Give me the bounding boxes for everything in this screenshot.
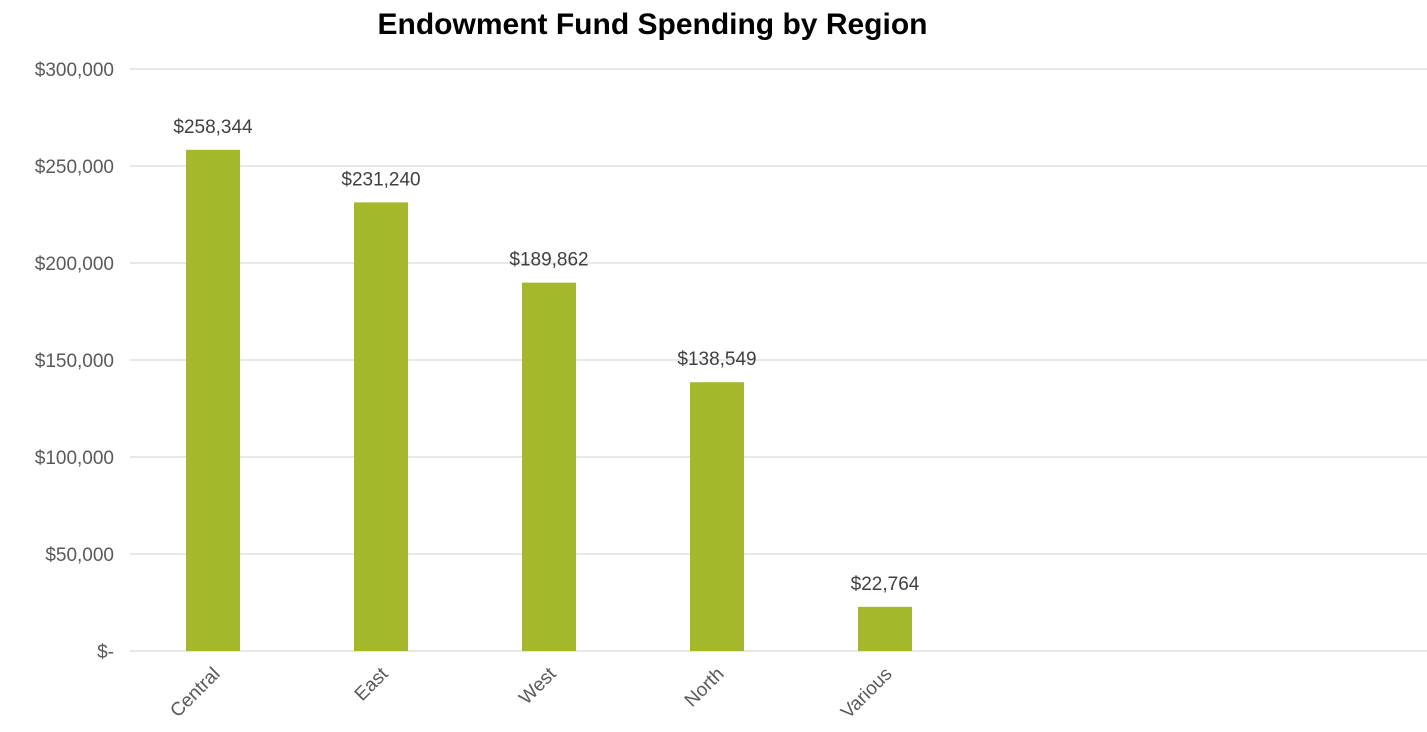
bar-central bbox=[186, 149, 240, 652]
x-tick-label: Central bbox=[166, 664, 224, 722]
chart-title: Endowment Fund Spending by Region bbox=[377, 8, 928, 41]
x-tick-label: Various bbox=[837, 664, 896, 723]
bar-north bbox=[690, 382, 744, 651]
data-label: $258,344 bbox=[173, 117, 253, 138]
x-tick-label: West bbox=[515, 663, 561, 709]
y-tick-label: $300,000 bbox=[35, 60, 114, 81]
x-tick-label: East bbox=[351, 663, 393, 705]
bars bbox=[186, 149, 912, 652]
y-tick-label: $100,000 bbox=[35, 448, 114, 469]
bar-various bbox=[858, 606, 912, 651]
y-axis-ticks: $- $50,000 $100,000 $150,000 $200,000 $250,00… bbox=[35, 60, 114, 663]
bar-east bbox=[354, 202, 408, 651]
data-labels: $258,344 $231,240 $189,862 $138,549 $22,764 bbox=[173, 117, 919, 595]
y-tick-label: $250,000 bbox=[35, 157, 114, 178]
y-tick-label: $150,000 bbox=[35, 351, 114, 372]
x-tick-label: North bbox=[681, 664, 729, 712]
gridlines bbox=[130, 68, 1427, 652]
x-axis-ticks: Central East West North Various bbox=[166, 663, 896, 723]
data-label: $189,862 bbox=[509, 250, 588, 271]
y-tick-label: $200,000 bbox=[35, 254, 114, 275]
data-label: $231,240 bbox=[341, 169, 420, 190]
y-tick-label: $50,000 bbox=[45, 545, 114, 566]
y-tick-label: $- bbox=[97, 642, 114, 663]
data-label: $22,764 bbox=[851, 574, 920, 595]
data-label: $138,549 bbox=[677, 349, 756, 370]
bar-west bbox=[522, 282, 576, 651]
